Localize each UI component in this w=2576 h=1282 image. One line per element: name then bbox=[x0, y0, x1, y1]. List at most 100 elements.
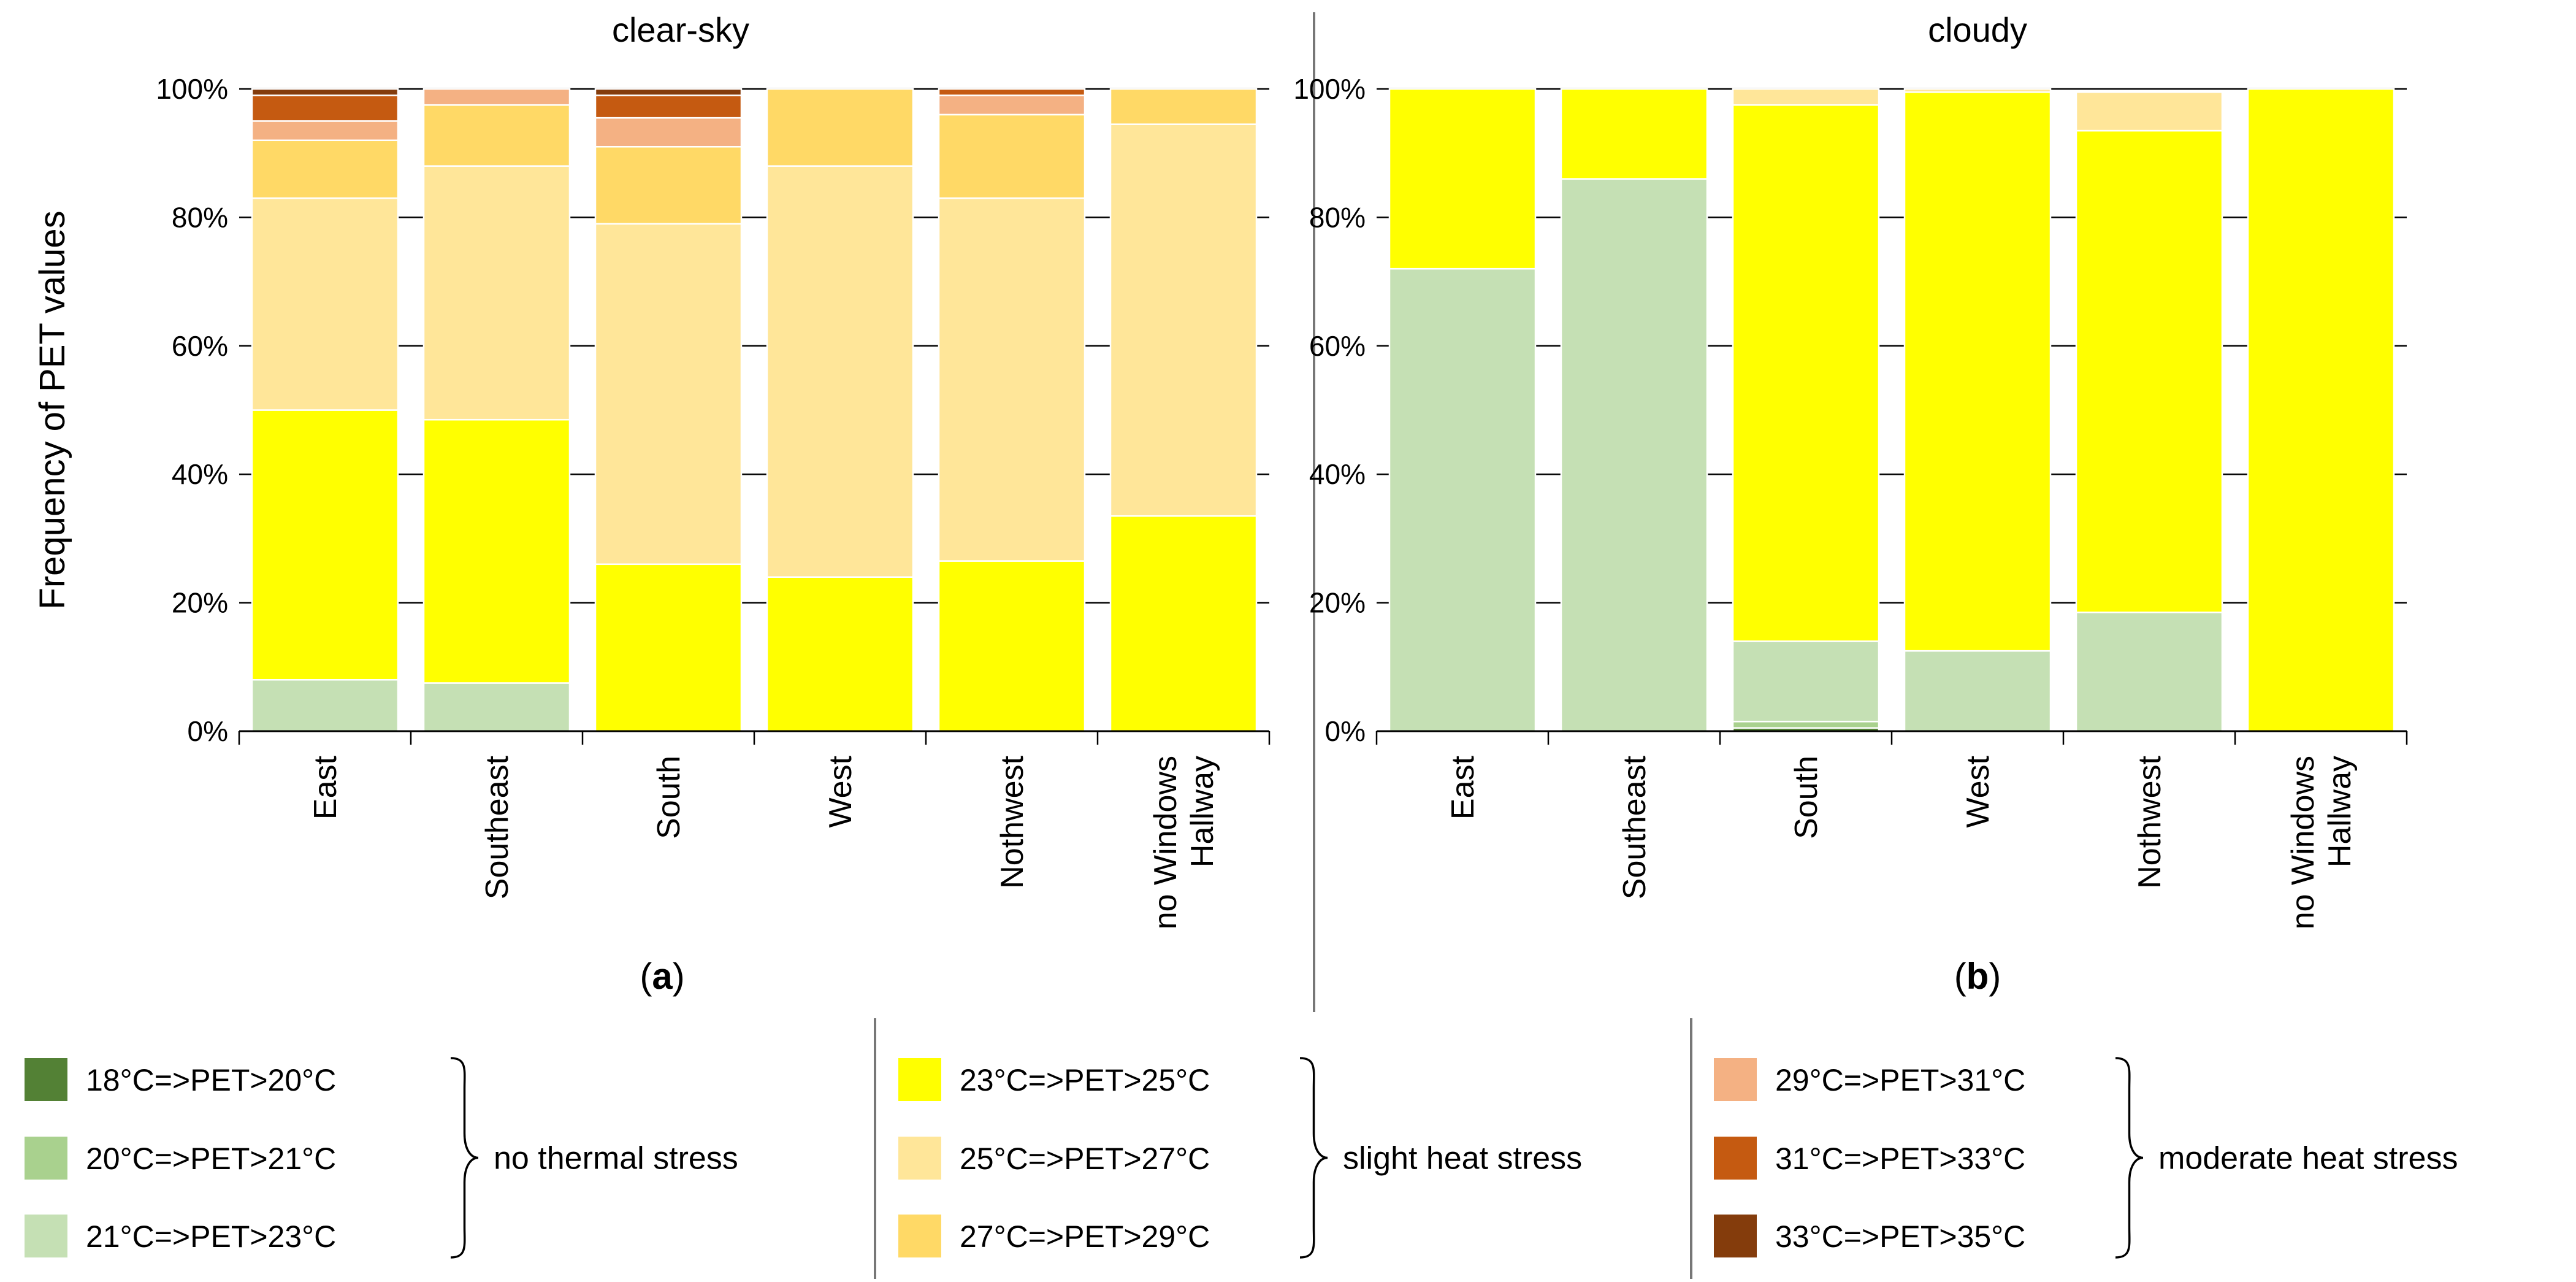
y-tick-label: 20% bbox=[1309, 587, 1366, 619]
bar-segment bbox=[422, 88, 571, 106]
bar-segment bbox=[1903, 650, 2052, 732]
x-tick-label: East bbox=[308, 755, 343, 819]
bar-segment bbox=[251, 94, 399, 122]
legend-group-label: moderate heat stress bbox=[2158, 1141, 2458, 1176]
bar-segment bbox=[594, 94, 743, 119]
y-tick-label: 60% bbox=[1309, 330, 1366, 362]
bar-segment bbox=[422, 165, 571, 421]
legend-swatch bbox=[898, 1215, 941, 1257]
bar-segment bbox=[1903, 88, 2052, 93]
bar-segment bbox=[594, 145, 743, 225]
bar-segment bbox=[1109, 515, 1258, 732]
panel-label: (b) bbox=[1954, 956, 2001, 997]
bar-segment bbox=[938, 197, 1086, 562]
bar-segment bbox=[251, 88, 399, 96]
x-tick-label-line: South bbox=[1789, 756, 1824, 839]
y-tick-labels: 0% 20% 40% 60% 80% 100% bbox=[156, 73, 228, 747]
legend-swatch bbox=[25, 1137, 67, 1180]
x-tick-label: Nothwest bbox=[995, 755, 1030, 888]
legend: 18°C=>PET>20°C 20°C=>PET>21°C 21°C=>PET>23… bbox=[25, 1057, 2458, 1259]
bars bbox=[251, 88, 1258, 732]
x-tick-label-line: Southeast bbox=[480, 755, 515, 899]
x-tick-label: Hallwayno Windows bbox=[1148, 756, 1220, 929]
y-tick-label: 20% bbox=[172, 587, 228, 619]
y-tick-label: 0% bbox=[188, 715, 228, 747]
x-tick-label-line: Nothwest bbox=[2132, 755, 2168, 888]
bar-segment bbox=[766, 165, 914, 578]
panel-letter: a bbox=[652, 956, 673, 997]
x-tick-label-line: West bbox=[1960, 755, 1996, 827]
chart-title: cloudy bbox=[1928, 10, 2027, 49]
grid-lines bbox=[239, 88, 1269, 604]
legend-label: 20°C=>PET>21°C bbox=[86, 1142, 336, 1176]
x-axis bbox=[238, 730, 1271, 745]
bar-segment bbox=[1732, 88, 1880, 106]
legend-label: 27°C=>PET>29°C bbox=[960, 1219, 1210, 1254]
grid-lines bbox=[1377, 88, 2407, 604]
bar-segment bbox=[938, 560, 1086, 732]
bar-segment bbox=[594, 223, 743, 566]
x-tick-label-line: Southeast bbox=[1617, 755, 1653, 899]
bar-segment bbox=[422, 418, 571, 684]
legend-label: 29°C=>PET>31°C bbox=[1775, 1063, 2025, 1097]
x-tick-label-line: no Windows bbox=[2285, 756, 2321, 929]
legend-swatch bbox=[1714, 1058, 1757, 1101]
x-tick-label: Southeast bbox=[480, 755, 515, 899]
bar-segment bbox=[594, 88, 743, 96]
x-tick-label: Hallwayno Windows bbox=[2285, 756, 2358, 929]
bar-segment bbox=[938, 113, 1086, 199]
legend-swatch bbox=[898, 1058, 941, 1101]
legend-label: 18°C=>PET>20°C bbox=[86, 1063, 336, 1097]
legend-label: 31°C=>PET>33°C bbox=[1775, 1142, 2025, 1176]
chart-title: clear-sky bbox=[612, 10, 749, 49]
x-tick-label-line: South bbox=[651, 756, 687, 839]
panel-letter: b bbox=[1966, 956, 1989, 997]
x-tick-label-line: East bbox=[1445, 755, 1481, 819]
bar-segment bbox=[1732, 721, 1880, 729]
x-tick-label-line: Nothwest bbox=[995, 755, 1030, 888]
legend-brace bbox=[2115, 1057, 2144, 1259]
x-tick-label-line: East bbox=[308, 755, 343, 819]
x-tick-label-line: Hallway bbox=[2322, 756, 2358, 867]
category-labels: East Southeast South West Nothwest Hallwayno … bbox=[1445, 755, 2358, 929]
x-tick-label: South bbox=[1789, 756, 1824, 839]
bar-segment bbox=[594, 563, 743, 732]
legend-brace bbox=[1299, 1057, 1328, 1259]
bar-segment bbox=[2247, 88, 2395, 732]
y-tick-label: 40% bbox=[1309, 458, 1366, 490]
x-tick-label-line: West bbox=[823, 755, 858, 827]
legend-swatch bbox=[25, 1058, 67, 1101]
panel-label: (a) bbox=[640, 956, 684, 997]
x-tick-label-line: no Windows bbox=[1148, 756, 1183, 929]
legend-group-label: no thermal stress bbox=[494, 1141, 738, 1176]
y-tick-label: 100% bbox=[156, 73, 228, 105]
bar-segment bbox=[422, 682, 571, 732]
legend-swatch bbox=[898, 1137, 941, 1180]
legend-label: 23°C=>PET>25°C bbox=[960, 1063, 1210, 1097]
bar-segment bbox=[1109, 123, 1258, 517]
bar-segment bbox=[2075, 91, 2223, 132]
bar-segment bbox=[1560, 178, 1708, 732]
bar-segment bbox=[2075, 612, 2223, 732]
x-tick-label: Southeast bbox=[1617, 755, 1653, 899]
legend-brace bbox=[450, 1057, 479, 1259]
y-tick-label: 80% bbox=[1309, 201, 1366, 233]
bar-segment bbox=[938, 88, 1086, 96]
bars bbox=[1388, 88, 2395, 732]
legend-label: 21°C=>PET>23°C bbox=[86, 1219, 336, 1254]
chart-panel-clear-sky: 0% 20% 40% 60% 80% 100% East Southeast South Wes… bbox=[32, 10, 1271, 997]
x-tick-label: West bbox=[1960, 755, 1996, 827]
y-tick-label: 60% bbox=[172, 330, 228, 362]
legend-swatch bbox=[1714, 1137, 1757, 1180]
legend-label: 25°C=>PET>27°C bbox=[960, 1142, 1210, 1176]
legend-swatch bbox=[1714, 1215, 1757, 1257]
bar-segment bbox=[1560, 88, 1708, 180]
bar-segment bbox=[1903, 91, 2052, 652]
x-tick-label-line: Hallway bbox=[1185, 756, 1220, 867]
bar-segment bbox=[251, 197, 399, 411]
x-axis bbox=[1375, 730, 2408, 745]
bar-segment bbox=[1732, 104, 1880, 642]
y-tick-labels: 0% 20% 40% 60% 80% 100% bbox=[1293, 73, 1366, 747]
bar-segment bbox=[1388, 88, 1537, 270]
